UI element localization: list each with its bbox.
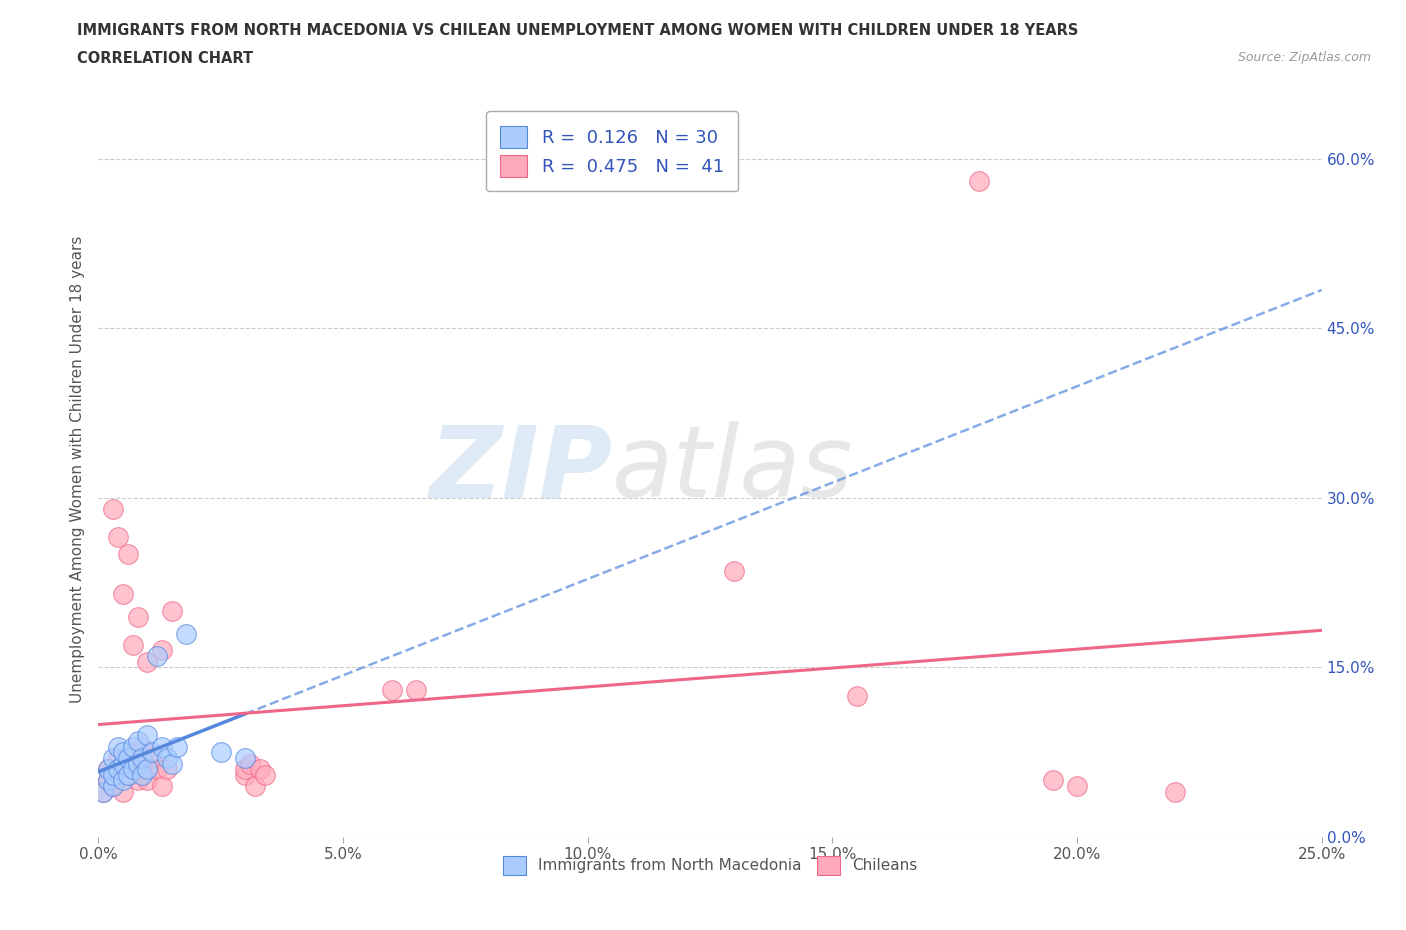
Point: [136, 655, 159, 670]
Point: [233, 751, 256, 765]
Point: [101, 778, 124, 793]
Point: [101, 751, 124, 765]
Point: [160, 604, 183, 618]
Point: [131, 767, 153, 782]
Point: [107, 739, 129, 754]
Point: [150, 739, 173, 754]
Legend: Immigrants from North Macedonia, Chileans: Immigrants from North Macedonia, Chilean…: [496, 850, 924, 881]
Point: [91, 784, 114, 799]
Point: [97, 773, 120, 788]
Text: Source: ZipAtlas.com: Source: ZipAtlas.com: [1237, 51, 1371, 64]
Point: [1164, 784, 1187, 799]
Point: [111, 784, 134, 799]
Point: [1042, 773, 1064, 788]
Point: [381, 683, 404, 698]
Point: [239, 756, 262, 771]
Text: CORRELATION CHART: CORRELATION CHART: [77, 51, 253, 66]
Point: [233, 767, 256, 782]
Point: [209, 745, 232, 760]
Point: [101, 502, 124, 517]
Text: atlas: atlas: [612, 421, 853, 518]
Point: [121, 762, 143, 777]
Point: [243, 778, 266, 793]
Point: [97, 773, 120, 788]
Point: [127, 734, 149, 749]
Point: [111, 587, 134, 602]
Text: IMMIGRANTS FROM NORTH MACEDONIA VS CHILEAN UNEMPLOYMENT AMONG WOMEN WITH CHILDRE: IMMIGRANTS FROM NORTH MACEDONIA VS CHILE…: [77, 23, 1078, 38]
Point: [136, 728, 159, 743]
Text: ZIP: ZIP: [429, 421, 612, 518]
Point: [131, 756, 153, 771]
Point: [131, 751, 153, 765]
Point: [127, 609, 149, 624]
Point: [967, 174, 990, 189]
Point: [117, 767, 139, 782]
Point: [156, 762, 179, 777]
Point: [107, 751, 129, 765]
Point: [101, 778, 124, 793]
Point: [136, 773, 159, 788]
Point: [97, 762, 120, 777]
Point: [160, 756, 183, 771]
Point: [233, 762, 256, 777]
Point: [150, 643, 173, 658]
Point: [146, 649, 169, 664]
Point: [117, 767, 139, 782]
Point: [131, 739, 153, 754]
Point: [141, 751, 163, 765]
Point: [150, 778, 173, 793]
Y-axis label: Unemployment Among Women with Children Under 18 years: Unemployment Among Women with Children U…: [70, 236, 86, 703]
Point: [723, 564, 745, 578]
Point: [136, 762, 159, 777]
Point: [121, 739, 143, 754]
Point: [111, 745, 134, 760]
Point: [121, 762, 143, 777]
Point: [121, 745, 143, 760]
Point: [253, 767, 276, 782]
Point: [121, 637, 143, 652]
Point: [101, 767, 124, 782]
Point: [845, 688, 868, 703]
Point: [1066, 778, 1088, 793]
Point: [111, 773, 134, 788]
Point: [107, 767, 129, 782]
Point: [249, 762, 271, 777]
Point: [117, 751, 139, 765]
Point: [127, 773, 149, 788]
Point: [405, 683, 427, 698]
Point: [141, 745, 163, 760]
Point: [166, 739, 188, 754]
Point: [107, 762, 129, 777]
Point: [146, 762, 169, 777]
Point: [111, 756, 134, 771]
Point: [176, 626, 198, 641]
Point: [97, 762, 120, 777]
Point: [117, 547, 139, 562]
Point: [156, 751, 179, 765]
Point: [127, 756, 149, 771]
Point: [107, 530, 129, 545]
Point: [91, 784, 114, 799]
